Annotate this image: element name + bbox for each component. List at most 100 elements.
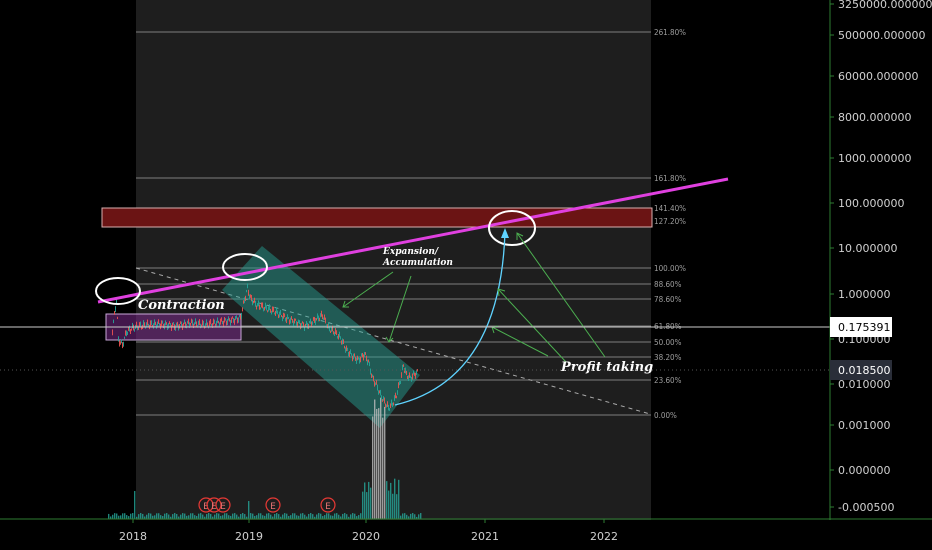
candle bbox=[169, 321, 170, 325]
candle bbox=[236, 315, 237, 319]
candle bbox=[341, 340, 342, 345]
candle bbox=[133, 324, 134, 331]
volume-bar bbox=[232, 513, 234, 519]
volume-bar bbox=[150, 513, 152, 519]
candle bbox=[155, 321, 156, 325]
candle bbox=[116, 299, 117, 305]
candle bbox=[337, 335, 338, 339]
candle bbox=[203, 320, 204, 327]
volume-bar bbox=[338, 514, 340, 519]
candle bbox=[242, 307, 243, 312]
candle bbox=[353, 353, 354, 360]
candle bbox=[308, 323, 309, 329]
volume-bar bbox=[148, 513, 150, 519]
event-marker-2[interactable] bbox=[215, 497, 231, 513]
volume-bar bbox=[154, 515, 156, 519]
volume-bar bbox=[162, 516, 164, 519]
candle bbox=[336, 330, 337, 336]
volume-bar bbox=[138, 514, 140, 519]
candle bbox=[369, 361, 370, 367]
candle bbox=[240, 314, 241, 320]
event-marker-0[interactable] bbox=[198, 497, 214, 513]
candle bbox=[264, 306, 265, 311]
candle bbox=[220, 318, 221, 325]
candle bbox=[171, 324, 172, 331]
volume-bar bbox=[408, 516, 410, 519]
annotation-contraction: Contraction bbox=[138, 298, 225, 313]
y-tick-label-1: 500000.000000 bbox=[838, 29, 925, 42]
volume-bar bbox=[380, 397, 382, 519]
candle bbox=[374, 381, 375, 387]
candle bbox=[202, 319, 203, 326]
volume-bar bbox=[156, 513, 158, 519]
volume-bar bbox=[202, 514, 204, 519]
volume-bar bbox=[314, 516, 316, 519]
candle bbox=[162, 320, 163, 324]
fib-label-11: 0.00% bbox=[654, 411, 677, 420]
candle bbox=[184, 319, 185, 324]
volume-bar bbox=[132, 513, 134, 519]
volume-bar bbox=[278, 514, 280, 519]
candle bbox=[128, 326, 129, 331]
candle bbox=[395, 392, 396, 399]
volume-bar bbox=[186, 515, 188, 519]
volume-bar bbox=[108, 513, 110, 519]
y-tick-label-12: -0.000500 bbox=[838, 501, 894, 514]
candle bbox=[218, 320, 219, 324]
candle bbox=[396, 395, 397, 399]
candle bbox=[405, 367, 406, 374]
volume-bar bbox=[200, 513, 202, 519]
fib-label-8: 50.00% bbox=[654, 338, 682, 347]
candle bbox=[417, 369, 418, 372]
volume-bar bbox=[354, 513, 356, 519]
candle bbox=[229, 318, 230, 322]
candle bbox=[346, 345, 347, 352]
volume-bar bbox=[272, 516, 274, 519]
candle bbox=[151, 320, 152, 326]
candle bbox=[410, 375, 411, 379]
volume-bar bbox=[340, 516, 342, 519]
candle bbox=[404, 368, 405, 374]
volume-bar bbox=[158, 513, 160, 519]
volume-bar bbox=[390, 482, 392, 519]
candle bbox=[165, 320, 166, 326]
candle bbox=[361, 353, 362, 357]
volume-bar bbox=[368, 481, 370, 519]
candle bbox=[249, 294, 250, 299]
candle bbox=[385, 403, 386, 408]
candle bbox=[360, 356, 361, 363]
volume-bar bbox=[116, 513, 118, 519]
candle bbox=[357, 355, 358, 361]
candle bbox=[325, 317, 326, 324]
candle bbox=[350, 349, 351, 354]
volume-bar bbox=[326, 513, 328, 519]
volume-bar bbox=[190, 513, 192, 519]
candle bbox=[253, 301, 254, 304]
volume-bar bbox=[374, 399, 376, 519]
volume-bar bbox=[166, 513, 168, 519]
event-marker-1[interactable] bbox=[206, 497, 222, 513]
candle bbox=[157, 321, 158, 328]
candle bbox=[189, 322, 190, 328]
volume-bar bbox=[348, 516, 350, 519]
volume-bar bbox=[292, 513, 294, 519]
candle bbox=[384, 397, 385, 404]
event-marker-3[interactable] bbox=[265, 497, 281, 513]
candle bbox=[170, 323, 171, 328]
fib-label-2: 141.40% bbox=[654, 204, 686, 213]
volume-bar bbox=[360, 513, 362, 519]
candle bbox=[387, 401, 388, 407]
arrowhead-profit-3 bbox=[516, 232, 524, 240]
volume-bar bbox=[258, 513, 260, 519]
volume-bar bbox=[402, 513, 404, 519]
candle bbox=[330, 330, 331, 334]
candle bbox=[379, 390, 380, 394]
volume-bar bbox=[256, 515, 258, 519]
candle bbox=[307, 322, 308, 329]
candle bbox=[366, 355, 367, 362]
candle bbox=[365, 352, 366, 355]
volume-bar bbox=[244, 514, 246, 519]
event-marker-4[interactable] bbox=[320, 497, 336, 513]
